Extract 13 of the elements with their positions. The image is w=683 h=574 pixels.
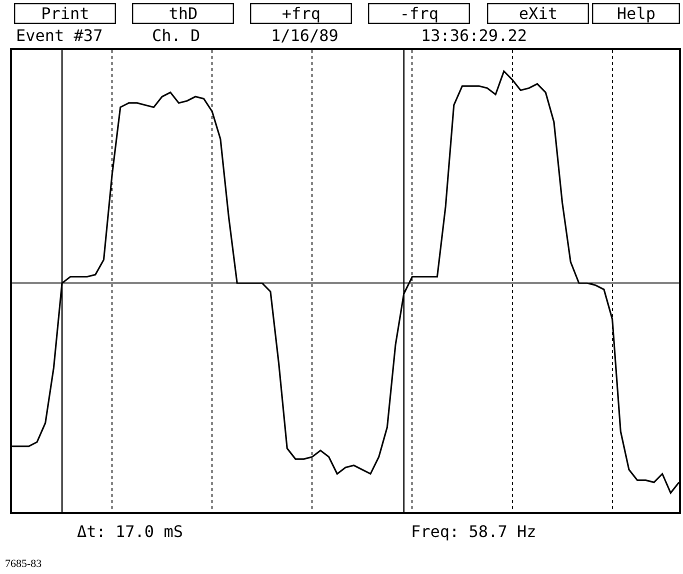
text: -frq: [400, 4, 438, 24]
text: 1/16/89: [271, 26, 338, 45]
text: eXit: [518, 4, 558, 24]
text: Help: [616, 4, 656, 24]
text: Ch. D: [152, 26, 200, 45]
text: Freq: 58.7 Hz: [411, 522, 536, 541]
text: 7685-83: [5, 558, 42, 570]
text: thD: [168, 4, 198, 24]
text: Δt: 17.0 mS: [77, 522, 183, 541]
text: Event #37: [16, 26, 103, 45]
text: +frq: [282, 4, 320, 24]
text: 13:36:29.22: [421, 26, 527, 45]
text: Print: [41, 4, 90, 24]
